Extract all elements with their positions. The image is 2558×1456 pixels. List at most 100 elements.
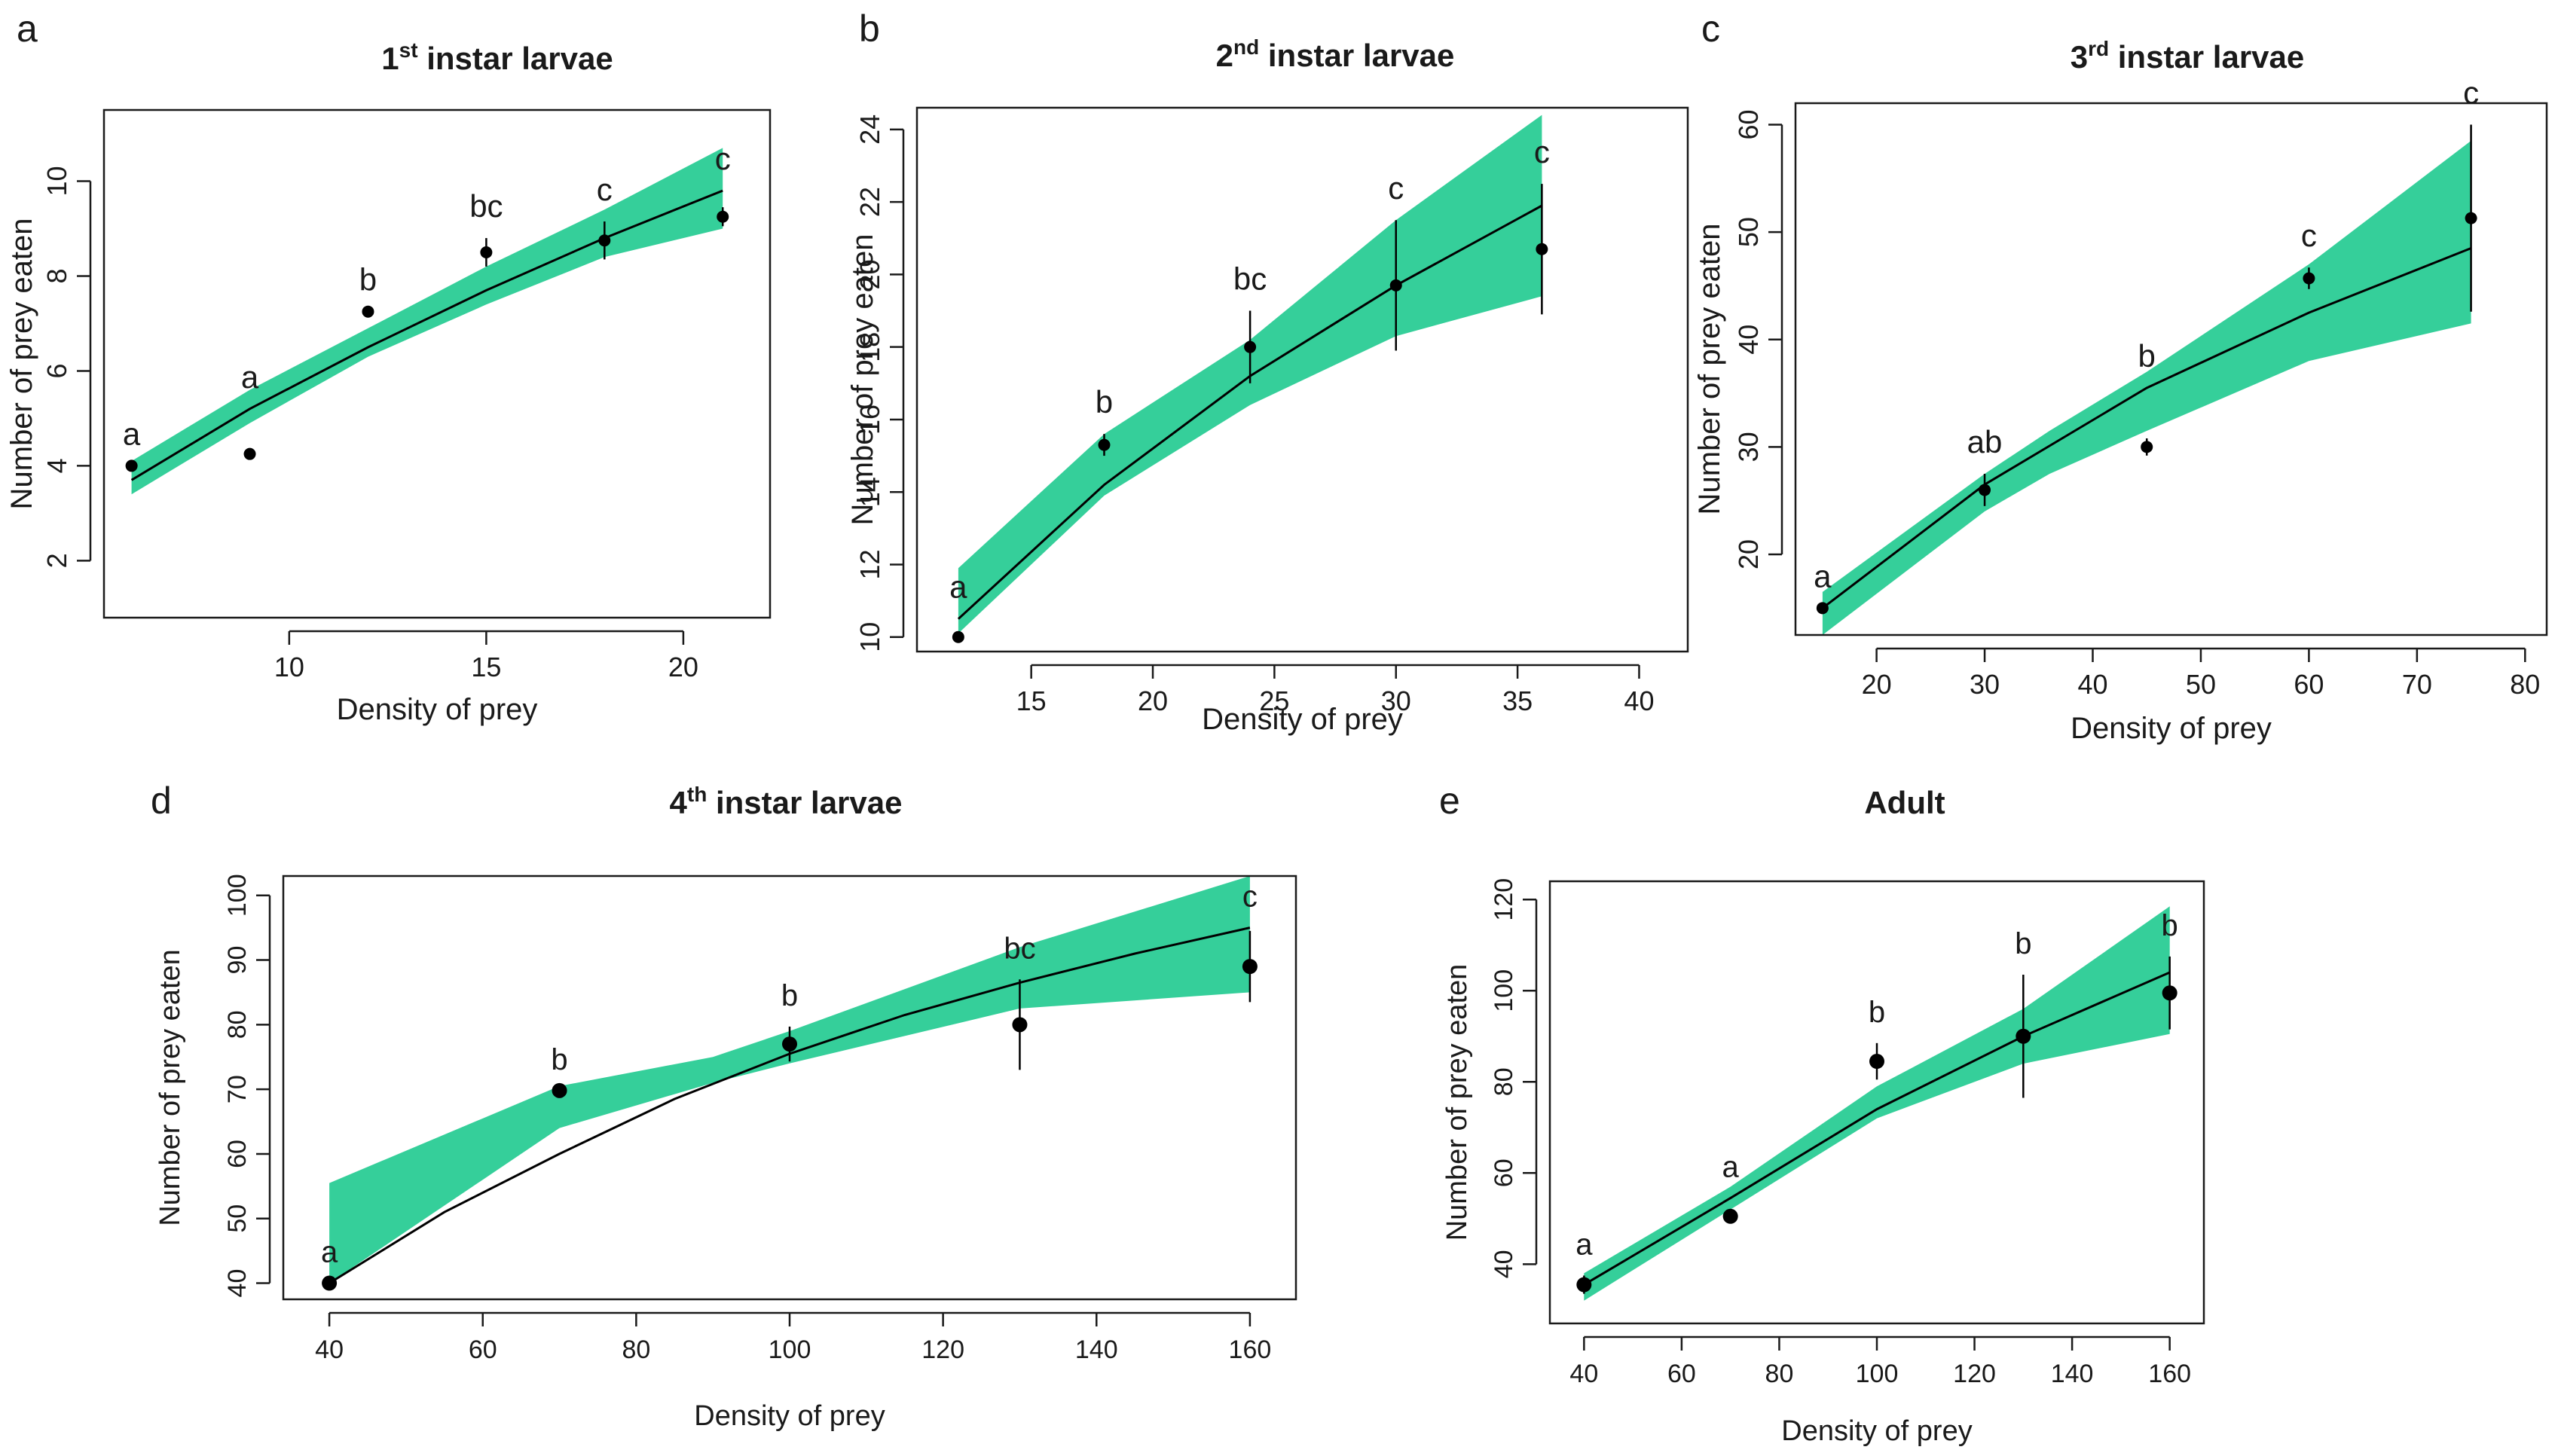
x-tick-label: 40 (1569, 1360, 1598, 1388)
panel-e: a a b b b 40 60 80 100 120 140 160 40 60 80 100 120 Densi… (1439, 780, 2205, 1447)
data-point (2465, 212, 2477, 224)
significance-letter: ab (1967, 424, 2003, 459)
y-tick-label: 14 (854, 477, 885, 507)
y-tick-label: 100 (1490, 969, 1518, 1012)
x-tick-label: 30 (1970, 669, 2000, 700)
data-point (598, 234, 611, 247)
plot-frame (102, 108, 772, 619)
fitted-curve (1583, 971, 2171, 1286)
confidence-band (329, 876, 1250, 1284)
significance-letter: c (1242, 881, 1258, 914)
data-point (2141, 441, 2153, 453)
panel-letter: a (17, 8, 38, 50)
y-tick-label: 10 (41, 166, 72, 196)
y-tick-label: 80 (223, 1010, 252, 1039)
plot-frame (1548, 880, 2205, 1325)
significance-letter: a (1814, 558, 1832, 594)
significance-letter: bc (1004, 932, 1035, 965)
y-tick-label: 30 (1733, 432, 1764, 462)
x-tick-label: 40 (1624, 685, 1654, 716)
y-tick-label: 120 (1490, 878, 1518, 921)
significance-letter: c (597, 172, 613, 207)
y-tick-label: 22 (854, 187, 885, 217)
significance-letter: bc (469, 188, 503, 224)
data-point (782, 1036, 797, 1052)
significance-letter: c (2301, 218, 2317, 253)
y-tick-label: 10 (854, 622, 885, 652)
y-axis-label: Number of prey eaten (1693, 224, 1726, 515)
y-tick-label: 50 (1733, 217, 1764, 247)
data-point (1576, 1277, 1592, 1293)
significance-letter: b (2138, 338, 2156, 374)
significance-letter: a (123, 416, 141, 451)
x-tick-label: 20 (1138, 685, 1168, 716)
y-tick-label: 40 (1733, 325, 1764, 355)
y-tick-label: 100 (223, 874, 252, 917)
y-tick-label: 60 (1490, 1158, 1518, 1187)
x-tick-label: 80 (1765, 1360, 1794, 1388)
x-tick-label: 160 (1229, 1335, 1272, 1364)
x-tick-label: 40 (315, 1335, 344, 1364)
data-point (552, 1082, 567, 1098)
x-axis-label: Density of prey (1781, 1415, 1972, 1447)
x-tick-label: 60 (2294, 669, 2324, 700)
y-tick-label: 6 (41, 363, 72, 378)
significance-letter: b (781, 979, 798, 1012)
x-axis-label: Density of prey (1202, 703, 1403, 736)
y-tick-label: 60 (1733, 110, 1764, 140)
data-point (1389, 279, 1402, 292)
significance-letter: a (1722, 1151, 1740, 1184)
data-point (2303, 272, 2315, 285)
y-axis-label: Number of prey eaten (154, 949, 186, 1226)
y-tick-label: 18 (854, 332, 885, 362)
x-tick-label: 100 (1856, 1360, 1899, 1388)
plot-frame (915, 106, 1689, 653)
y-tick-label: 8 (41, 268, 72, 283)
x-tick-label: 80 (622, 1335, 650, 1364)
data-point (362, 305, 374, 318)
confidence-band (1584, 906, 2170, 1301)
confidence-band (131, 148, 723, 495)
x-tick-label: 40 (2077, 669, 2107, 700)
data-point (717, 210, 729, 223)
data-point (1979, 484, 1991, 496)
data-point (1816, 602, 1829, 615)
x-tick-label: 15 (1016, 685, 1047, 716)
x-tick-label: 50 (2186, 669, 2216, 700)
significance-letter: bc (1233, 261, 1267, 297)
x-tick-label: 30 (1381, 685, 1411, 716)
data-point (125, 459, 138, 472)
significance-letter: b (1096, 384, 1113, 420)
panel-b: a b bc c c 15 20 25 30 35 40 10 12 14 16 18 20 22 24 Densit… (846, 8, 1689, 736)
y-tick-label: 16 (854, 404, 885, 435)
data-point (480, 246, 493, 258)
y-tick-label: 2 (41, 553, 72, 568)
y-tick-label: 24 (854, 114, 885, 145)
y-tick-label: 60 (223, 1140, 252, 1168)
data-point (322, 1275, 338, 1291)
y-axis-label: Number of prey eaten (846, 234, 879, 526)
x-tick-label: 60 (469, 1335, 497, 1364)
x-tick-label: 70 (2402, 669, 2432, 700)
panel-letter: c (1701, 8, 1720, 50)
significance-letter: b (359, 262, 377, 298)
x-tick-label: 140 (2051, 1360, 2094, 1388)
y-axis-label: Number of prey eaten (1441, 964, 1473, 1241)
y-tick-label: 80 (1490, 1067, 1518, 1096)
data-point (1098, 438, 1111, 451)
data-point (1869, 1054, 1884, 1070)
y-tick-label: 4 (41, 458, 72, 473)
plot-frame (282, 875, 1297, 1301)
x-axis-label: Density of prey (2071, 712, 2272, 745)
panel-letter: b (859, 8, 880, 50)
fitted-curve (130, 189, 723, 481)
x-tick-label: 80 (2510, 669, 2540, 700)
data-point (2016, 1028, 2031, 1044)
y-tick-label: 20 (1733, 539, 1764, 569)
significance-letter: b (2162, 909, 2178, 942)
x-axis-label: Density of prey (337, 693, 538, 726)
data-point (243, 447, 256, 460)
panel-letter: e (1439, 780, 1460, 822)
significance-letter: c (715, 141, 731, 176)
